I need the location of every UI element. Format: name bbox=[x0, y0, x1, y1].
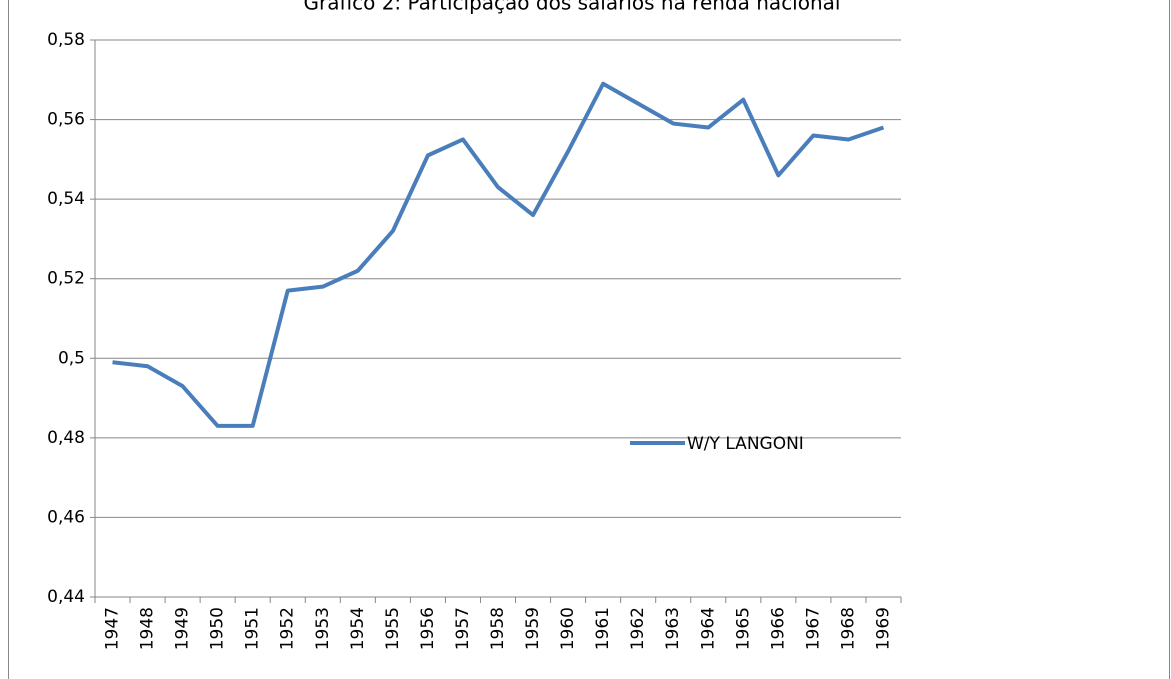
y-tick-label: 0,56 bbox=[47, 110, 85, 130]
x-tick-label: 1961 bbox=[593, 607, 613, 650]
x-tick-label: 1955 bbox=[383, 607, 403, 650]
x-tick-label: 1959 bbox=[523, 607, 543, 650]
x-tick-label: 1957 bbox=[453, 607, 473, 650]
x-tick-label: 1958 bbox=[488, 607, 508, 650]
line-series bbox=[112, 81, 885, 428]
x-tick-label: 1964 bbox=[698, 607, 718, 650]
legend-label: W/Y LANGONI bbox=[687, 434, 804, 454]
y-tick-label: 0,5 bbox=[58, 348, 85, 368]
y-tick-label: 0,46 bbox=[47, 507, 85, 527]
x-tick-label: 1969 bbox=[873, 607, 893, 650]
y-tick-label: 0,48 bbox=[47, 428, 85, 448]
chart-frame bbox=[8, 0, 1170, 679]
x-tick-label: 1949 bbox=[173, 607, 193, 650]
y-tick-label: 0,58 bbox=[47, 30, 85, 50]
x-tick-label: 1967 bbox=[803, 607, 823, 650]
y-tick-label: 0,52 bbox=[47, 269, 85, 289]
x-tick-label: 1953 bbox=[313, 607, 333, 650]
x-tick-label: 1963 bbox=[663, 607, 683, 650]
y-tick-label: 0,44 bbox=[47, 587, 85, 607]
x-tick-label: 1962 bbox=[628, 607, 648, 650]
x-tick-label: 1956 bbox=[418, 607, 438, 650]
x-tick-label: 1965 bbox=[733, 607, 753, 650]
x-tick-label: 1966 bbox=[768, 607, 788, 650]
y-tick-label: 0,54 bbox=[47, 189, 85, 209]
x-tick-label: 1950 bbox=[208, 607, 228, 650]
chart-title: Gráfico 2: Participação dos salários na … bbox=[304, 0, 841, 15]
x-tick-label: 1952 bbox=[278, 607, 298, 650]
x-tick-label: 1954 bbox=[348, 607, 368, 650]
x-tick-label: 1968 bbox=[838, 607, 858, 650]
x-tick-label: 1948 bbox=[138, 607, 158, 650]
x-tick-label: 1960 bbox=[558, 607, 578, 650]
x-tick-label: 1951 bbox=[243, 607, 263, 650]
x-tick-label: 1947 bbox=[103, 607, 123, 650]
